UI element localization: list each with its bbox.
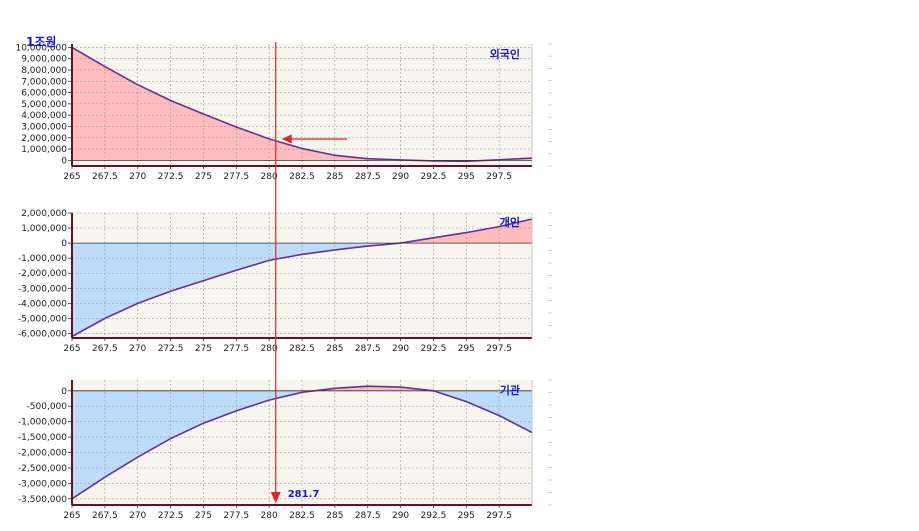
y-tick-label: 1,000,000 (21, 224, 67, 234)
y-tick-label: -1,000,000 (18, 418, 67, 428)
x-tick-label: 275 (195, 172, 212, 182)
x-tick-label: 275 (195, 344, 212, 354)
x-tick-label: 272.5 (158, 344, 184, 354)
x-tick-label: 277.5 (223, 344, 249, 354)
x-tick-label: 297.5 (486, 172, 512, 182)
y-tick-label: -2,000,000 (18, 269, 67, 279)
x-tick-label: 285 (326, 511, 343, 521)
x-tick-label: 282.5 (289, 511, 315, 521)
x-tick-label: 292.5 (421, 344, 447, 354)
x-tick-label: 287.5 (355, 511, 381, 521)
x-tick-label: 285 (326, 344, 343, 354)
y-tick-label: 2,000,000 (21, 209, 67, 219)
x-tick-label: 290 (392, 511, 409, 521)
x-tick-label: 280 (261, 172, 278, 182)
x-tick-label: 292.5 (421, 511, 447, 521)
x-tick-label: 287.5 (355, 344, 381, 354)
annotation-value: 281.7 (288, 489, 320, 500)
x-tick-label: 267.5 (92, 511, 118, 521)
chart-title: 기관 (500, 383, 520, 397)
x-tick-label: 282.5 (289, 172, 315, 182)
x-tick-label: 295 (458, 344, 475, 354)
x-tick-label: 270 (129, 172, 146, 182)
x-tick-label: 292.5 (421, 172, 447, 182)
x-tick-label: 265 (63, 172, 80, 182)
x-tick-label: 295 (458, 172, 475, 182)
y-tick-label: -2,000,000 (18, 449, 67, 459)
x-tick-label: 272.5 (158, 172, 184, 182)
y-tick-label: -6,000,000 (18, 329, 67, 339)
negative-area (72, 243, 401, 337)
y-tick-label: -2,500,000 (18, 464, 67, 474)
y-tick-label: 6,000,000 (21, 89, 67, 99)
y-tick-label: 4,000,000 (21, 111, 67, 121)
y-tick-label: 3,000,000 (21, 122, 67, 132)
x-tick-label: 277.5 (223, 172, 249, 182)
positive-area (72, 47, 532, 161)
x-tick-label: 275 (195, 511, 212, 521)
x-tick-label: 277.5 (223, 511, 249, 521)
x-tick-label: 265 (63, 511, 80, 521)
y-tick-label: 10,000,000 (15, 43, 67, 53)
x-tick-label: 272.5 (158, 511, 184, 521)
series-line-blue (71, 218, 533, 337)
negative-area (72, 390, 532, 499)
series-line-blue (71, 385, 533, 500)
y-tick-label: 8,000,000 (21, 66, 67, 76)
x-tick-label: 280 (261, 511, 278, 521)
y-tick-label: 0 (61, 156, 67, 166)
chart-panel-3: 0 -500,000 -1,000,000 -1,500,000 -2,000,000 -… (18, 379, 552, 521)
x-tick-label: 287.5 (355, 172, 381, 182)
x-tick-label: 270 (129, 344, 146, 354)
series-line-blue (71, 46, 533, 162)
unit-label: 1조원 (26, 35, 56, 49)
y-tick-label: 0 (61, 387, 67, 397)
y-tick-label: -3,500,000 (18, 495, 67, 505)
marker-arrowhead-down (270, 492, 281, 503)
y-tick-label: -5,000,000 (18, 314, 67, 324)
y-tick-label: -500,000 (27, 402, 68, 412)
x-tick-label: 290 (392, 344, 409, 354)
y-tick-label: 5,000,000 (21, 100, 67, 110)
positive-area (72, 219, 532, 244)
x-tick-label: 270 (129, 511, 146, 521)
y-tick-label: 0 (61, 239, 67, 249)
x-tick-label: 297.5 (486, 344, 512, 354)
chart-title: 외국인 (490, 47, 520, 61)
chart-title: 개인 (500, 215, 520, 229)
y-tick-label: -4,000,000 (18, 299, 67, 309)
x-tick-label: 267.5 (92, 344, 118, 354)
y-tick-label: -1,000,000 (18, 254, 67, 264)
x-tick-label: 267.5 (92, 172, 118, 182)
grid (71, 212, 532, 338)
pointer-arrowhead-left (281, 134, 292, 144)
x-tick-label: 285 (326, 172, 343, 182)
y-tick-label: 1,000,000 (21, 145, 67, 155)
y-tick-label: 9,000,000 (21, 55, 67, 65)
y-tick-label: -3,000,000 (18, 284, 67, 294)
x-tick-label: 265 (63, 344, 80, 354)
x-tick-label: 290 (392, 172, 409, 182)
y-tick-label: 7,000,000 (21, 77, 67, 87)
x-tick-label: 280 (261, 344, 278, 354)
y-tick-label: 2,000,000 (21, 134, 67, 144)
chart-panel-2: 2,000,000 1,000,000 0 -1,000,000 -2,000,000 -… (18, 209, 552, 354)
x-tick-label: 282.5 (289, 344, 315, 354)
x-tick-label: 295 (458, 511, 475, 521)
x-tick-label: 297.5 (486, 511, 512, 521)
y-tick-label: -1,500,000 (18, 433, 67, 443)
y-tick-label: -3,000,000 (18, 479, 67, 489)
